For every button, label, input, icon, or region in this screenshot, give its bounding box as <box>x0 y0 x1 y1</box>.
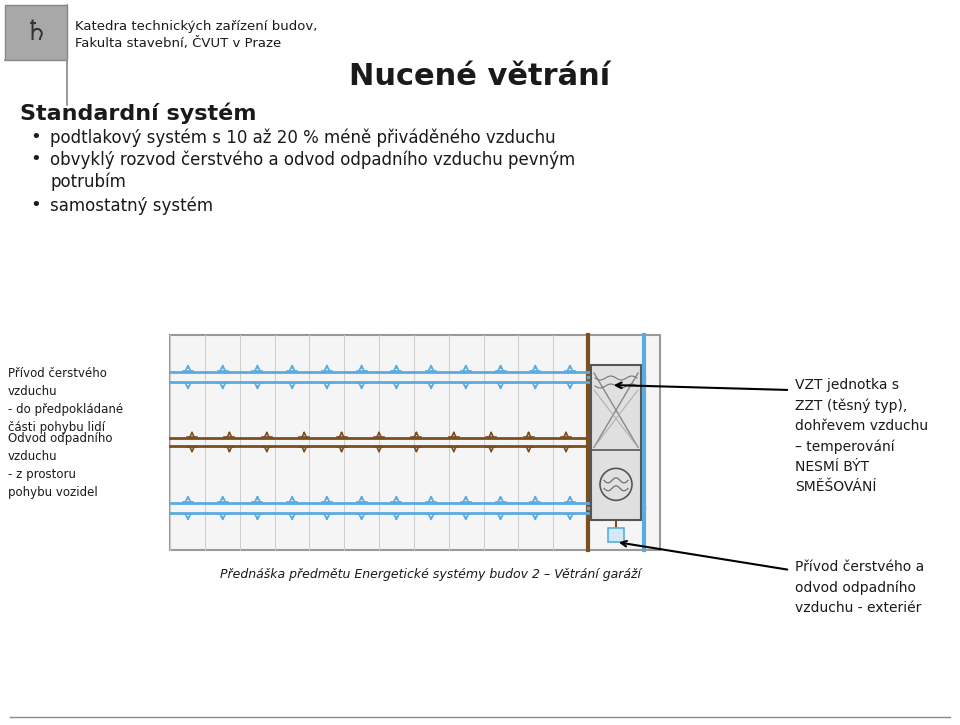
Text: •: • <box>30 150 40 168</box>
Text: •: • <box>30 128 40 146</box>
Text: Přednáška předmětu Energetické systémy budov 2 – Větrání garáží: Přednáška předmětu Energetické systémy b… <box>220 568 640 581</box>
Text: •: • <box>30 196 40 214</box>
Bar <box>5 5 67 60</box>
Text: ♄: ♄ <box>24 18 48 46</box>
Text: Přívod čerstvého
vzduchu
- do předpokládané
části pohybu lidí: Přívod čerstvého vzduchu - do předpoklád… <box>8 367 123 434</box>
Text: potrubím: potrubím <box>50 172 126 191</box>
Text: Nucené větrání: Nucené větrání <box>349 62 611 91</box>
Text: obvyklý rozvod čerstvého a odvod odpadního vzduchu pevným: obvyklý rozvod čerstvého a odvod odpadní… <box>50 150 575 168</box>
Text: Přívod čerstvého a
odvod odpadního
vzduchu - exteriér: Přívod čerstvého a odvod odpadního vzduc… <box>795 560 924 615</box>
Text: Fakulta stavební, ČVUT v Praze: Fakulta stavební, ČVUT v Praze <box>75 37 281 50</box>
Bar <box>170 335 660 550</box>
Bar <box>591 365 641 520</box>
Text: Katedra technických zařízení budov,: Katedra technických zařízení budov, <box>75 20 318 33</box>
Text: podtlakový systém s 10 až 20 % méně přiváděného vzduchu: podtlakový systém s 10 až 20 % méně přiv… <box>50 128 556 146</box>
Text: samostatný systém: samostatný systém <box>50 196 213 215</box>
Text: Standardní systém: Standardní systém <box>20 102 256 123</box>
Text: VZT jednotka s
ZZT (těsný typ),
dohřevem vzduchu
– temperování
NESMÍ BÝT
SMĚŠOVÁ: VZT jednotka s ZZT (těsný typ), dohřevem… <box>795 378 928 494</box>
Text: Odvod odpadního
vzduchu
- z prostoru
pohybu vozidel: Odvod odpadního vzduchu - z prostoru poh… <box>8 432 112 499</box>
Bar <box>608 528 624 542</box>
